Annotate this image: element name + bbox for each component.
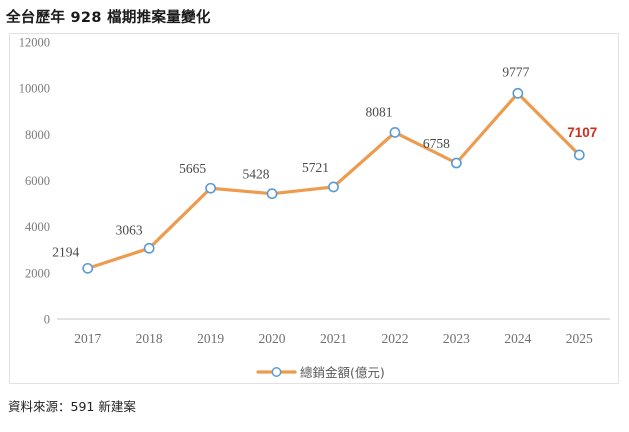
data-label-2024: 9777 <box>502 64 529 79</box>
data-label-2023: 6758 <box>423 136 450 151</box>
y-axis-tick-0: 0 <box>44 313 50 327</box>
x-axis-tick-2018: 2018 <box>136 331 163 346</box>
y-axis-tick-2000: 2000 <box>25 266 50 280</box>
x-axis-tick-2019: 2019 <box>197 331 224 346</box>
x-axis-tick-2025: 2025 <box>566 331 593 346</box>
x-axis-tick-2017: 2017 <box>74 331 101 346</box>
data-label-2021: 5721 <box>302 160 329 175</box>
series-markers <box>82 87 585 274</box>
data-point-2023[interactable] <box>450 157 462 169</box>
data-label-2018: 3063 <box>116 222 143 237</box>
chart-legend: 總銷金額(億元) <box>256 365 385 380</box>
x-axis-tick-2022: 2022 <box>381 331 408 346</box>
chart-frame: 0 2000 4000 6000 8000 10000 12000 2017 2018 2019… <box>9 33 619 384</box>
data-point-2018[interactable] <box>143 242 155 254</box>
legend-label-total-sales: 總銷金額(億元) <box>300 365 385 380</box>
legend-marker-icon <box>271 367 282 377</box>
x-axis-tick-2020: 2020 <box>259 331 286 346</box>
data-label-2017: 2194 <box>52 244 79 259</box>
data-point-2019[interactable] <box>205 182 217 194</box>
data-point-2020[interactable] <box>266 188 278 200</box>
y-axis-tick-6000: 6000 <box>25 174 50 188</box>
x-axis-tick-2023: 2023 <box>443 331 470 346</box>
y-axis-tick-12000: 12000 <box>19 36 50 50</box>
y-axis-tick-8000: 8000 <box>25 128 50 142</box>
data-label-2020: 5428 <box>243 167 270 182</box>
y-axis-tick-10000: 10000 <box>19 82 50 96</box>
x-axis-tick-2021: 2021 <box>320 331 347 346</box>
data-point-2022[interactable] <box>389 127 401 138</box>
x-axis-tick-labels: 2017 2018 2019 2020 2021 2022 2023 2024 2025 <box>74 331 593 346</box>
data-label-2025: 7107 <box>567 125 597 140</box>
line-chart: 0 2000 4000 6000 8000 10000 12000 2017 2018 2019… <box>19 36 610 380</box>
x-axis-tick-2024: 2024 <box>504 331 531 346</box>
data-point-2025[interactable] <box>573 149 585 161</box>
series-line-total-sales <box>86 91 581 270</box>
y-axis-tick-labels: 0 2000 4000 6000 8000 10000 12000 <box>19 36 50 327</box>
data-point-2021[interactable] <box>328 181 339 193</box>
series-point-labels: 2194 3063 5665 5428 5721 8081 6758 9777 7107 <box>52 64 597 259</box>
page-title: 全台歷年 928 檔期推案量變化 <box>6 10 211 26</box>
data-point-2017[interactable] <box>82 262 94 274</box>
data-label-2019: 5665 <box>179 161 206 176</box>
source-note: 資料來源：591 新建案 <box>8 399 136 414</box>
y-axis-tick-4000: 4000 <box>25 220 50 234</box>
data-point-2024[interactable] <box>512 87 524 99</box>
data-label-2022: 8081 <box>365 104 392 119</box>
